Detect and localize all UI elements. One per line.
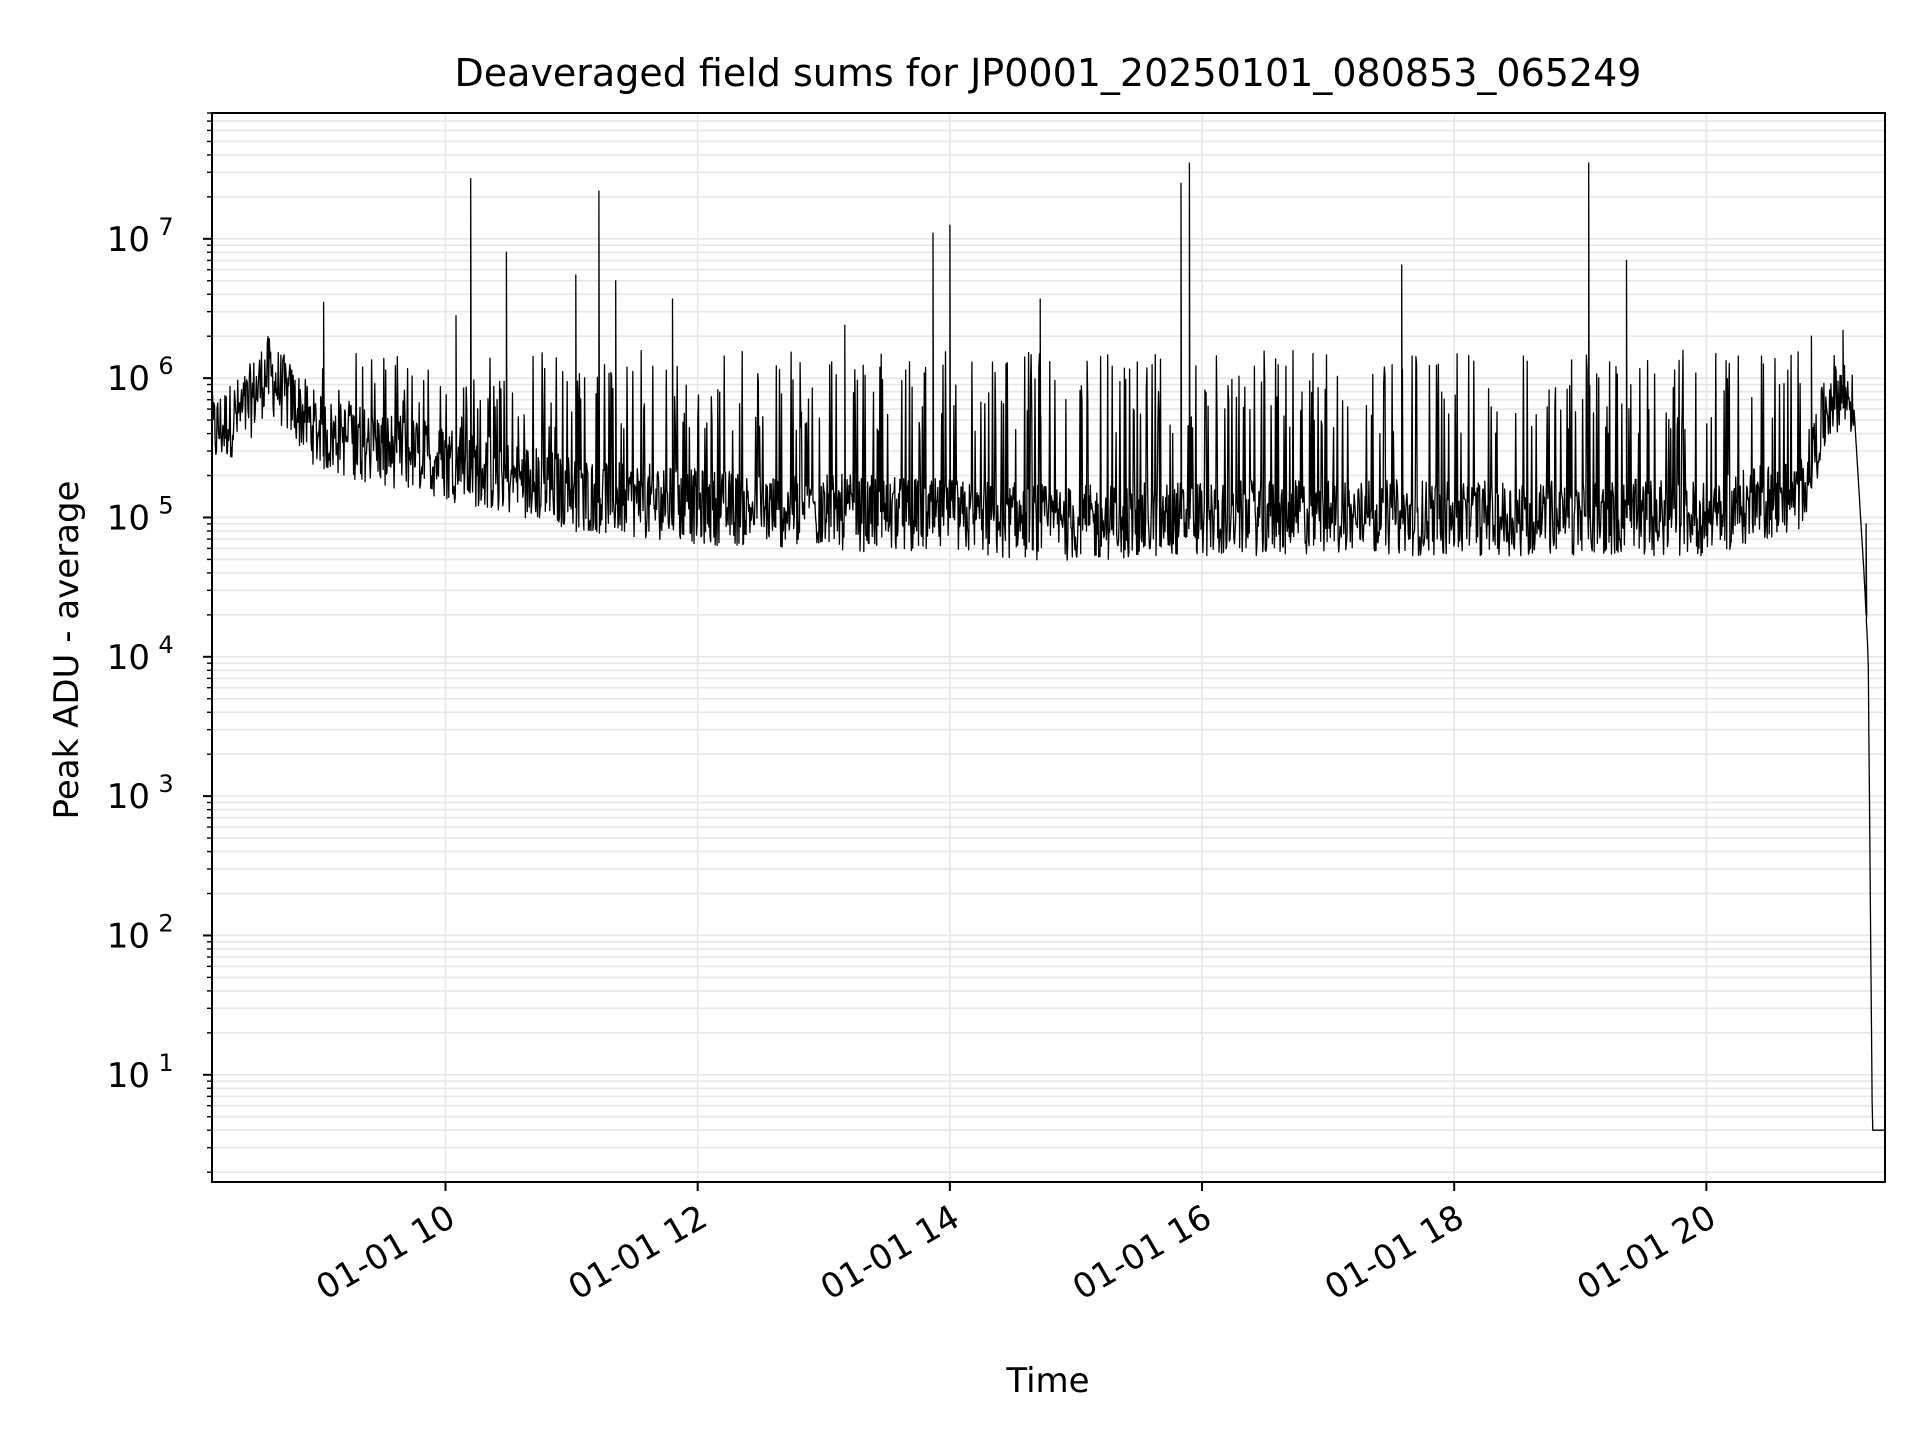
y-tick-label: 10 bbox=[107, 638, 150, 678]
y-tick-label: 10 bbox=[107, 498, 150, 538]
y-tick-label-exponent: 3 bbox=[158, 770, 173, 798]
y-tick-label: 10 bbox=[107, 220, 150, 260]
y-tick-label: 10 bbox=[107, 916, 150, 956]
plot-area-frame bbox=[211, 112, 1886, 1183]
y-tick-label-base: 10 bbox=[107, 220, 150, 260]
y-tick-label-base: 10 bbox=[107, 777, 150, 817]
y-tick-label-base: 10 bbox=[107, 1056, 150, 1096]
y-tick-label: 10 bbox=[107, 1056, 150, 1096]
y-tick-label: 10 bbox=[107, 777, 150, 817]
y-tick-label-base: 10 bbox=[107, 638, 150, 678]
x-tick-label: 01-01 14 bbox=[814, 1197, 966, 1308]
x-axis-ticks: 01-01 10 01-01 12 01-01 14 01-01 16 01-01 18… bbox=[310, 1182, 1723, 1308]
y-tick-label: 10 bbox=[107, 359, 150, 399]
series-line-peak-adu bbox=[211, 162, 1886, 1131]
y-tick-label-base: 10 bbox=[107, 498, 150, 538]
y-tick-label-exponent: 6 bbox=[158, 352, 173, 380]
y-tick-label-base: 10 bbox=[107, 916, 150, 956]
y-tick-label-exponent: 4 bbox=[158, 631, 173, 659]
x-tick-label: 01-01 10 bbox=[310, 1197, 462, 1308]
y-tick-label-base: 10 bbox=[107, 359, 150, 399]
chart-title: Deaveraged field sums for JP0001_2025010… bbox=[455, 51, 1642, 95]
x-tick-label: 01-01 18 bbox=[1318, 1197, 1470, 1308]
x-tick-label: 01-01 16 bbox=[1066, 1197, 1218, 1308]
y-tick-label-exponent: 7 bbox=[158, 213, 173, 241]
y-axis-ticks: 10 1 10 2 10 3 10 4 10 5 10 6 10 7 bbox=[107, 112, 212, 1173]
grid-layer bbox=[212, 112, 1885, 1182]
y-axis-label: Peak ADU - average bbox=[47, 481, 87, 820]
y-tick-label-exponent: 1 bbox=[158, 1049, 173, 1077]
x-tick-label: 01-01 12 bbox=[562, 1197, 714, 1308]
y-tick-label-exponent: 2 bbox=[158, 909, 173, 937]
x-axis-label: Time bbox=[1005, 1361, 1089, 1401]
x-tick-label: 01-01 20 bbox=[1570, 1197, 1722, 1308]
y-tick-label-exponent: 5 bbox=[158, 491, 173, 519]
series-layer bbox=[211, 162, 1886, 1131]
